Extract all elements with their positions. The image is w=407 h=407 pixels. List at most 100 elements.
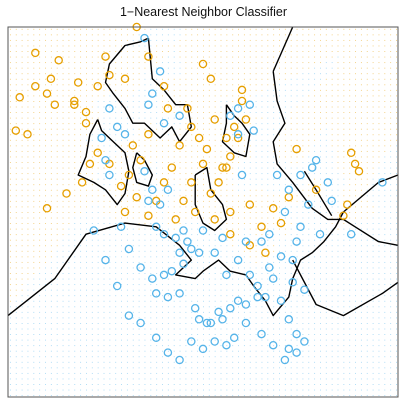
blue-point bbox=[218, 315, 227, 324]
orange-point bbox=[81, 107, 91, 117]
blue-point bbox=[97, 133, 106, 143]
blue-point bbox=[268, 340, 278, 350]
orange-point bbox=[183, 104, 192, 113]
blue-point bbox=[226, 303, 235, 313]
orange-point bbox=[124, 170, 134, 180]
blue-point bbox=[206, 318, 216, 328]
orange-point bbox=[62, 189, 71, 198]
blue-point bbox=[300, 285, 309, 294]
blue-point bbox=[163, 185, 173, 195]
blue-point bbox=[144, 100, 153, 109]
orange-point bbox=[23, 130, 32, 139]
boundary-segment bbox=[194, 166, 228, 232]
orange-point bbox=[171, 215, 180, 224]
orange-point bbox=[31, 81, 40, 91]
blue-point bbox=[136, 318, 145, 328]
orange-point bbox=[222, 163, 231, 172]
blue-point bbox=[148, 274, 157, 283]
blue-point bbox=[346, 229, 356, 239]
blue-point bbox=[194, 315, 204, 324]
blue-point bbox=[151, 333, 161, 343]
orange-point bbox=[210, 215, 219, 224]
orange-point bbox=[187, 178, 196, 187]
blue-point bbox=[159, 229, 169, 239]
blue-point bbox=[304, 200, 313, 209]
blue-point bbox=[253, 281, 262, 291]
orange-point bbox=[284, 192, 294, 202]
blue-point bbox=[233, 255, 243, 265]
orange-point bbox=[167, 163, 177, 172]
orange-point bbox=[229, 122, 239, 132]
orange-point bbox=[190, 207, 200, 217]
boundary-segment bbox=[221, 104, 251, 158]
orange-point bbox=[116, 181, 126, 191]
blue-point bbox=[183, 237, 192, 246]
blue-point bbox=[296, 222, 305, 232]
blue-point bbox=[148, 185, 157, 195]
orange-point bbox=[144, 211, 153, 220]
orange-point bbox=[350, 159, 360, 169]
blue-point bbox=[241, 300, 251, 309]
blue-point bbox=[378, 178, 387, 187]
blue-point bbox=[280, 207, 290, 217]
orange-point bbox=[159, 81, 169, 91]
blue-point bbox=[292, 329, 301, 339]
orange-point bbox=[42, 89, 52, 98]
blue-point bbox=[261, 292, 270, 302]
orange-point bbox=[206, 189, 216, 198]
blue-point bbox=[241, 237, 251, 246]
orange-point bbox=[226, 207, 235, 217]
orange-point bbox=[46, 74, 56, 84]
blue-point bbox=[296, 170, 305, 180]
blue-point bbox=[190, 303, 200, 313]
orange-point bbox=[311, 185, 321, 195]
chart-title: 1−Nearest Neighbor Classifier bbox=[119, 5, 288, 19]
blue-point bbox=[175, 111, 184, 121]
orange-point bbox=[144, 130, 153, 139]
boundary-segment bbox=[272, 71, 399, 246]
blue-point bbox=[315, 229, 325, 239]
blue-point bbox=[245, 270, 255, 280]
orange-point bbox=[339, 211, 348, 220]
blue-point bbox=[144, 196, 153, 206]
blue-point bbox=[159, 118, 169, 128]
orange-point bbox=[233, 133, 243, 143]
blue-point bbox=[307, 163, 317, 172]
boundary-segment bbox=[104, 37, 193, 143]
blue-point bbox=[233, 130, 243, 139]
blue-point bbox=[163, 348, 173, 357]
blue-point bbox=[288, 255, 297, 265]
orange-point bbox=[257, 222, 266, 232]
boundary-segment bbox=[77, 119, 130, 206]
blue-point bbox=[300, 337, 309, 346]
decision-boundary bbox=[7, 26, 399, 317]
blue-point bbox=[257, 329, 266, 339]
blue-point bbox=[101, 255, 110, 265]
boundary-segment bbox=[272, 26, 294, 72]
blue-point bbox=[218, 233, 227, 243]
blue-point bbox=[210, 248, 219, 257]
blue-point bbox=[323, 178, 333, 187]
orange-point bbox=[136, 155, 145, 165]
blue-point bbox=[229, 333, 239, 343]
orange-point bbox=[70, 100, 79, 109]
blue-point bbox=[284, 185, 294, 195]
blue-point bbox=[284, 315, 294, 324]
blue-point bbox=[105, 170, 114, 180]
orange-point bbox=[226, 152, 235, 161]
orange-point bbox=[101, 52, 110, 61]
blue-point bbox=[159, 270, 169, 280]
orange-point bbox=[226, 229, 235, 239]
orange-point bbox=[81, 118, 91, 128]
orange-point bbox=[175, 141, 184, 150]
orange-point bbox=[11, 126, 21, 135]
blue-point bbox=[89, 226, 99, 235]
orange-point bbox=[210, 115, 219, 124]
blue-point bbox=[241, 318, 251, 328]
blue-point bbox=[257, 237, 266, 246]
blue-point bbox=[140, 167, 149, 176]
blue-point bbox=[233, 296, 243, 306]
orange-point bbox=[42, 204, 52, 213]
orange-point bbox=[159, 178, 169, 187]
